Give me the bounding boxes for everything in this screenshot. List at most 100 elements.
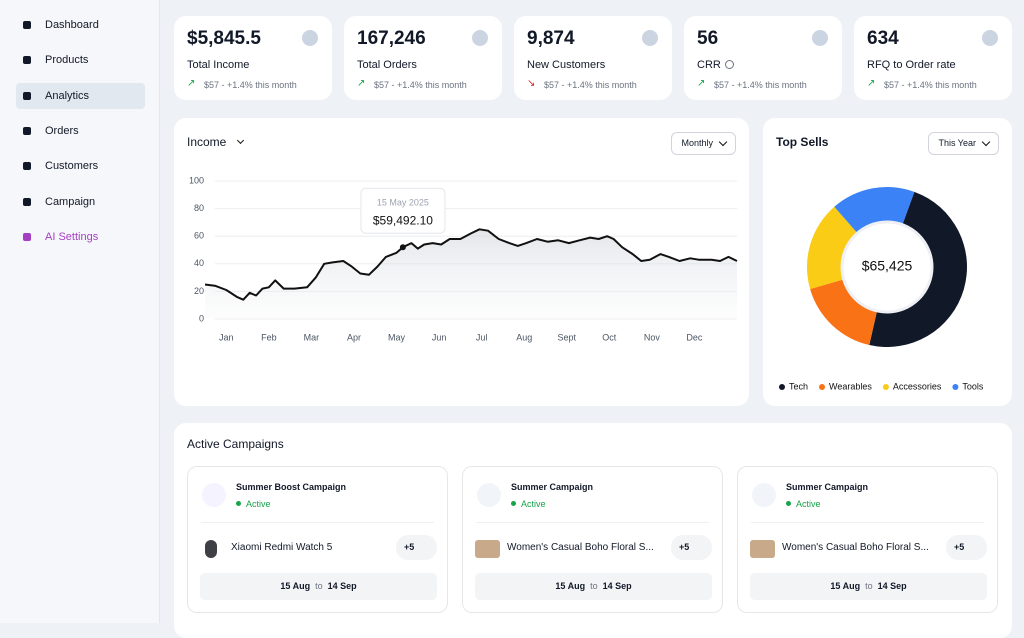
stat-change: $57 - +1.4% this month <box>544 80 637 90</box>
nav-icon <box>23 126 31 135</box>
product-name: Xiaomi Redmi Watch 5 <box>231 542 333 553</box>
stat-icon <box>302 30 318 46</box>
highlight-point <box>399 244 406 251</box>
nav-item[interactable]: Customers <box>16 153 145 179</box>
nav-item[interactable]: AI Settings <box>16 224 145 250</box>
income-area <box>205 229 737 319</box>
x-tick-label: Sept <box>558 332 577 342</box>
stat-label: CRR <box>697 59 734 71</box>
stat-label: Total Income <box>187 59 250 71</box>
legend-swatch <box>779 384 785 390</box>
stat-label: RFQ to Order rate <box>867 59 956 71</box>
y-tick-label: 20 <box>194 286 204 296</box>
y-tick-label: 60 <box>194 231 204 241</box>
product-thumb <box>205 540 217 558</box>
status-dot <box>786 501 791 506</box>
tooltip-title: 15 May 2025 <box>377 198 429 208</box>
date-start: 15 Aug <box>280 581 311 591</box>
nav-item[interactable]: Orders <box>16 118 145 144</box>
extra-count: +5 <box>396 535 437 560</box>
y-tick-label: 40 <box>194 258 204 268</box>
x-tick-label: Nov <box>644 332 661 342</box>
nav-icon <box>23 21 31 29</box>
x-tick-label: Apr <box>347 332 361 342</box>
income-card: Income Monthly 0 20 40 60 80 100 Jan Feb Mar Apr May… <box>174 118 749 406</box>
divider <box>201 522 434 523</box>
trend-arrow: ↗ <box>697 78 706 89</box>
stat-icon <box>472 30 488 46</box>
y-tick-label: 80 <box>194 203 204 213</box>
status-dot <box>236 501 241 506</box>
period-dropdown[interactable]: Monthly <box>671 132 736 155</box>
date-range: 15 Aug to 14 Sep <box>200 573 437 600</box>
status-dot <box>511 501 516 506</box>
nav-icon <box>23 91 31 100</box>
nav-label: Customers <box>45 160 99 173</box>
stat-value: 9,874 <box>527 28 575 49</box>
nav-item[interactable]: Products <box>16 47 145 73</box>
status-label: Active <box>796 499 821 509</box>
legend-label: Tech <box>789 381 808 391</box>
x-tick-label: May <box>388 332 406 342</box>
trend-arrow: ↗ <box>357 78 366 89</box>
donut-segment <box>807 206 857 290</box>
campaign-name: Summer Campaign <box>786 482 869 492</box>
campaign-status: Active <box>236 499 271 509</box>
product-name: Women's Casual Boho Floral S... <box>507 542 654 553</box>
date-to: to <box>865 581 873 591</box>
stat-change: $57 - +1.4% this month <box>884 80 977 90</box>
extra-count: +5 <box>671 535 712 560</box>
extra-count: +5 <box>946 535 987 560</box>
stat-change: $57 - +1.4% this month <box>374 80 467 90</box>
donut-segment <box>810 279 877 346</box>
top-sells-card: Top Sells This Year $65,425 Tech Wearables Ac… <box>763 118 1012 406</box>
nav-label: Dashboard <box>45 19 99 31</box>
donut-segment <box>834 187 915 233</box>
nav-icon <box>23 197 31 206</box>
status-label: Active <box>246 499 271 509</box>
donut-segment <box>869 191 967 347</box>
campaign-card[interactable]: Summer Boost Campaign Active Xiaomi Redmi … <box>187 466 448 613</box>
campaigns-card: Active Campaigns Summer Boost Campaign Act… <box>174 423 1012 638</box>
campaign-name: Summer Campaign <box>511 482 594 492</box>
legend-swatch <box>952 384 959 390</box>
nav-item[interactable]: Analytics <box>16 82 145 109</box>
x-tick-label: Jun <box>432 332 447 342</box>
nav-label: Products <box>45 54 89 67</box>
legend-label: Accessories <box>893 381 942 391</box>
nav-item[interactable]: Campaign <box>16 189 145 215</box>
nav-icon <box>23 232 31 241</box>
product-name: Women's Casual Boho Floral S... <box>782 542 929 553</box>
period-dropdown[interactable]: This Year <box>928 132 999 155</box>
product-thumb <box>750 540 775 558</box>
donut-chart: $65,425 Tech Wearables Accessories Tools <box>779 187 984 391</box>
legend-label: Wearables <box>829 381 872 391</box>
divider <box>476 522 709 523</box>
campaign-status: Active <box>786 499 821 509</box>
stat-value: 634 <box>867 28 899 49</box>
campaign-card[interactable]: Summer Campaign Active Women's Casual Boho… <box>462 466 723 613</box>
nav-icon <box>23 162 31 171</box>
nav-item[interactable]: Dashboard <box>16 12 145 38</box>
trend-arrow: ↘ <box>527 78 536 89</box>
page: Analytics dashboard { "sidebar": {"activ… <box>0 0 1024 623</box>
legend-swatch <box>882 384 889 390</box>
date-to: to <box>590 581 598 591</box>
dashboard: Dashboard Products Analytics Orders Customer… <box>0 0 1024 623</box>
trend-arrow: ↗ <box>867 78 876 89</box>
income-line <box>204 228 738 301</box>
nav-label: Orders <box>45 124 79 137</box>
chart-title: Top Sells <box>776 135 829 149</box>
nav-label: AI Settings <box>45 230 99 243</box>
stat-icon <box>982 30 998 46</box>
x-tick-label: Mar <box>304 332 320 342</box>
stat-card: 167,246 Total Orders ↗ $57 - +1.4% this mon… <box>344 16 502 100</box>
campaign-name: Summer Boost Campaign <box>236 482 347 492</box>
stat-value: 56 <box>697 28 719 49</box>
legend-swatch <box>819 384 826 390</box>
campaign-icon <box>477 483 501 507</box>
date-start: 15 Aug <box>555 581 586 591</box>
campaign-card[interactable]: Summer Campaign Active Women's Casual Boho… <box>737 466 998 613</box>
date-to: to <box>315 581 323 591</box>
x-tick-label: Dec <box>686 332 703 342</box>
